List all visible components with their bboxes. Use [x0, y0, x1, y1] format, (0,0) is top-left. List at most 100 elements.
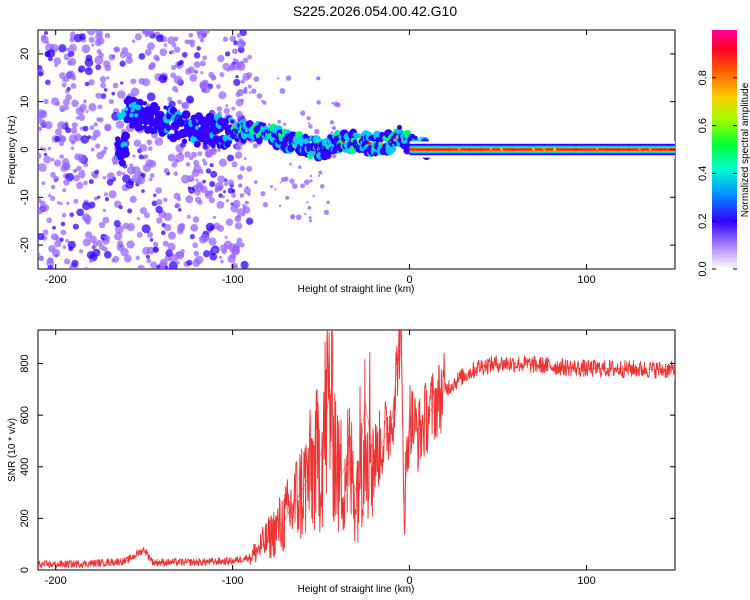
spectrogram-cell — [289, 178, 295, 184]
spectrogram-cell — [126, 223, 135, 232]
spectrogram-cell — [223, 190, 227, 194]
spectrogram-cell — [81, 213, 91, 222]
spectrogram-cell — [88, 103, 97, 112]
colorbar-tick-label: 0.4 — [697, 166, 709, 181]
spectrogram-cell — [156, 217, 163, 224]
spectrogram-cell — [222, 62, 230, 71]
spectrogram-cell — [317, 76, 321, 80]
spectrogram-cell — [500, 148, 503, 151]
colorbar-tick-label: 0.2 — [697, 214, 709, 229]
spectrogram-cell — [76, 208, 84, 217]
spectrogram-cell — [84, 81, 90, 87]
spectrogram-cell — [277, 77, 280, 80]
spectrogram-cell — [93, 122, 98, 127]
spectrogram-cell — [303, 179, 310, 186]
spectrogram-cell — [133, 139, 142, 147]
spectrogram-cell — [208, 197, 215, 204]
spectrogram-cell — [246, 72, 253, 79]
spectrogram-cell — [219, 71, 225, 78]
spectrogram-cell — [42, 204, 50, 212]
spectrogram-cell — [150, 261, 158, 269]
spectrogram-cell — [198, 169, 204, 175]
spectrogram-cell — [192, 242, 199, 249]
spectrogram-cell — [209, 190, 214, 195]
spectrogram-cell — [142, 163, 151, 173]
spectrogram-cell — [247, 192, 251, 196]
spectrogram-cell — [98, 221, 106, 229]
spectrogram-cell — [79, 126, 84, 131]
spectrogram-cell — [188, 32, 194, 38]
spectrogram-cell — [155, 187, 162, 194]
spectrogram-cell — [153, 193, 157, 197]
spectrogram-cell — [130, 108, 135, 113]
spectrogram-cell — [76, 165, 82, 172]
spectrogram-cell — [70, 83, 77, 89]
spectrogram-cell — [98, 117, 104, 123]
spectrogram-cell — [58, 134, 63, 139]
spectrogram-cell — [48, 193, 52, 198]
spectrogram-cell — [38, 49, 40, 53]
spectrogram-cell — [82, 99, 87, 104]
colorbar-tick-label: 0.8 — [697, 70, 709, 85]
spectrogram-cell — [104, 123, 112, 132]
spectrogram-cell — [38, 114, 43, 122]
y-tick-label: 10 — [19, 96, 31, 108]
spectrogram-cell — [194, 255, 204, 265]
spectrogram-cell — [38, 232, 45, 241]
spectrogram-x-label: Height of straight line (km) — [298, 284, 415, 295]
chart-title: S225.2026.054.00.42.G10 — [293, 3, 457, 19]
spectrogram-cell — [224, 235, 228, 239]
spectrogram-cell — [66, 47, 70, 52]
spectrogram-cell — [83, 180, 88, 186]
spectrogram-cell — [285, 75, 292, 81]
spectrogram-cell — [165, 249, 173, 257]
spectrogram-cell — [153, 54, 160, 61]
spectrogram-cell — [116, 170, 122, 177]
spectrogram-cell — [648, 148, 652, 151]
spectrogram-cell — [155, 198, 163, 206]
spectrogram-cell — [174, 46, 181, 53]
spectrogram-cell — [468, 148, 472, 151]
spectrogram-cell — [316, 100, 321, 105]
spectrogram-cell — [47, 82, 51, 86]
spectrogram-cell — [240, 260, 249, 269]
spectrogram-cell — [223, 107, 230, 115]
spectrogram-cell — [197, 151, 203, 157]
spectrogram-cell — [267, 123, 271, 127]
spectrogram-cell — [118, 116, 122, 121]
spectrogram-cell — [226, 154, 234, 162]
x-tick-label: -200 — [45, 575, 67, 587]
spectrogram-cell — [72, 223, 79, 230]
spectrogram-cell — [231, 48, 238, 55]
spectrogram-cell — [300, 183, 306, 189]
spectrogram-cell — [53, 57, 62, 65]
spectrogram-cell — [106, 172, 115, 181]
spectrogram-cell — [291, 183, 298, 189]
spectrogram-cell — [290, 215, 294, 219]
spectrogram-cell — [177, 208, 182, 212]
spectrogram-cell — [218, 193, 223, 198]
spectrogram-cell — [108, 98, 114, 105]
spectrogram-cell — [102, 175, 107, 180]
spectrogram-cell — [238, 184, 242, 188]
spectrogram-cell — [217, 224, 225, 232]
spectrogram-cell — [91, 245, 97, 250]
spectrogram-cell — [659, 148, 663, 151]
spectrogram-cell — [205, 222, 215, 232]
x-tick-label: -100 — [222, 274, 244, 286]
spectrogram-cell — [178, 151, 183, 156]
spectrogram-cell — [86, 251, 95, 260]
spectrogram-cell — [38, 152, 42, 159]
spectrogram-cell — [136, 217, 140, 221]
spectrogram-cell — [242, 213, 246, 216]
spectrogram-cell — [100, 93, 107, 99]
spectrogram-cell — [189, 74, 198, 82]
spectrogram-cell — [232, 58, 236, 62]
spectrogram-cell — [200, 116, 207, 123]
spectrogram-cell — [100, 82, 107, 89]
spectrogram-cell — [205, 168, 212, 174]
spectrogram-cell — [126, 240, 135, 249]
spectrogram-cell — [236, 145, 240, 150]
snr-y-ticks: 0 200 400 600 800 — [19, 354, 675, 573]
spectrogram-cell — [122, 172, 126, 176]
